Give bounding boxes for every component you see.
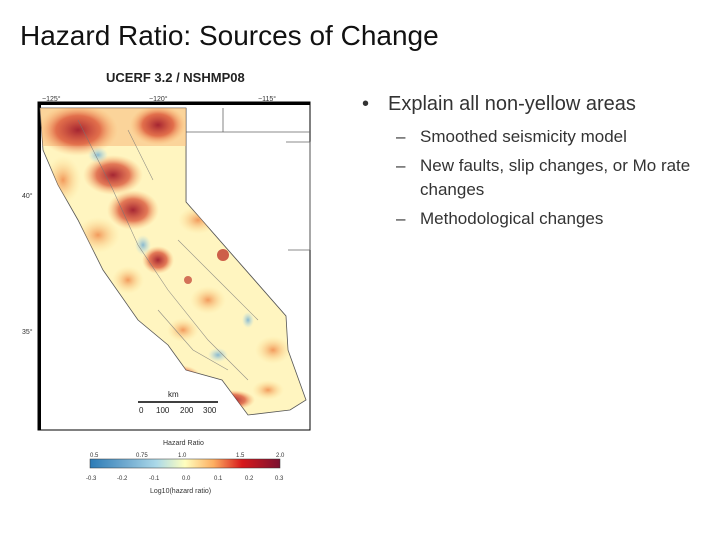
legend-top-tick-1.5: 1.5 — [236, 453, 245, 459]
legend-bottom-tick-0: -0.3 — [86, 476, 97, 482]
scale-tick-200: 200 — [180, 406, 194, 415]
legend-top-tick-2.0: 2.0 — [276, 453, 285, 459]
legend-bottom-tick-2: -0.1 — [149, 476, 160, 482]
sub-bullet-item: – Methodological changes — [396, 207, 702, 231]
lat-label-40: 40° — [22, 192, 33, 200]
color-bar — [89, 458, 281, 469]
legend-bottom-tick-1: -0.2 — [117, 476, 128, 482]
legend-bottom-tick-6: 0.3 — [275, 476, 284, 482]
scale-bar: km 0 100 200 300 — [138, 390, 218, 415]
map-title-group: UCERF 3.2 / NSHMP08 — [106, 70, 245, 85]
sub-bullet-text: Smoothed seismicity model — [420, 127, 627, 146]
slide-title: Hazard Ratio: Sources of Change — [20, 20, 439, 51]
scale-tick-300: 300 — [203, 406, 217, 415]
sub-bullet-text: New faults, slip changes, or Mo rate cha… — [420, 156, 691, 199]
map-title: UCERF 3.2 / NSHMP08 — [106, 70, 245, 85]
legend-xlabel: Log10(hazard ratio) — [150, 488, 211, 495]
lon-label-115: −115° — [258, 95, 276, 103]
map-frame-top-edge — [38, 102, 310, 105]
bullet-list: • Explain all non-yellow areas – Smoothe… — [362, 90, 702, 236]
hazard-ratio-map-figure: UCERF 3.2 / NSHMP08 −125° −120° −115° 40… — [18, 70, 318, 500]
scale-tick-0: 0 — [139, 406, 144, 415]
legend-top-tick-1.0: 1.0 — [178, 453, 187, 459]
bullet-main-text: Explain all non-yellow areas — [388, 93, 636, 115]
sub-bullet-marker: – — [396, 127, 406, 146]
scale-tick-100: 100 — [156, 406, 170, 415]
hazard-ratio-legend: Hazard Ratio 0.5 0.75 1.0 1.5 2.0 -0.3 -… — [86, 440, 285, 495]
map-frame-left-edge — [38, 102, 41, 430]
sub-bullet-item: – New faults, slip changes, or Mo rate c… — [396, 154, 702, 202]
hazard-ratio-map: UCERF 3.2 / NSHMP08 −125° −120° −115° 40… — [22, 70, 311, 495]
legend-bottom-tick-4: 0.1 — [214, 476, 223, 482]
bullet-item-main: • Explain all non-yellow areas — [362, 90, 702, 119]
sub-bullet-item: – Smoothed seismicity model — [396, 125, 702, 149]
legend-bottom-tick-5: 0.2 — [245, 476, 254, 482]
scale-unit: km — [168, 390, 179, 399]
sub-bullet-list: – Smoothed seismicity model – New faults… — [396, 125, 702, 231]
california-hazard-field — [39, 107, 307, 416]
legend-top-tick-0.5: 0.5 — [90, 453, 99, 459]
lat-label-35: 35° — [22, 328, 33, 336]
sub-bullet-marker: – — [396, 156, 406, 175]
bullet-marker: • — [362, 93, 370, 115]
legend-bottom-tick-3: 0.0 — [182, 476, 191, 482]
sub-bullet-text: Methodological changes — [420, 209, 604, 228]
legend-title: Hazard Ratio — [163, 440, 204, 447]
lon-label-125: −125° — [42, 95, 61, 103]
sub-bullet-marker: – — [396, 209, 406, 228]
legend-top-tick-0.75: 0.75 — [136, 453, 148, 459]
lon-label-120: −120° — [149, 95, 168, 103]
